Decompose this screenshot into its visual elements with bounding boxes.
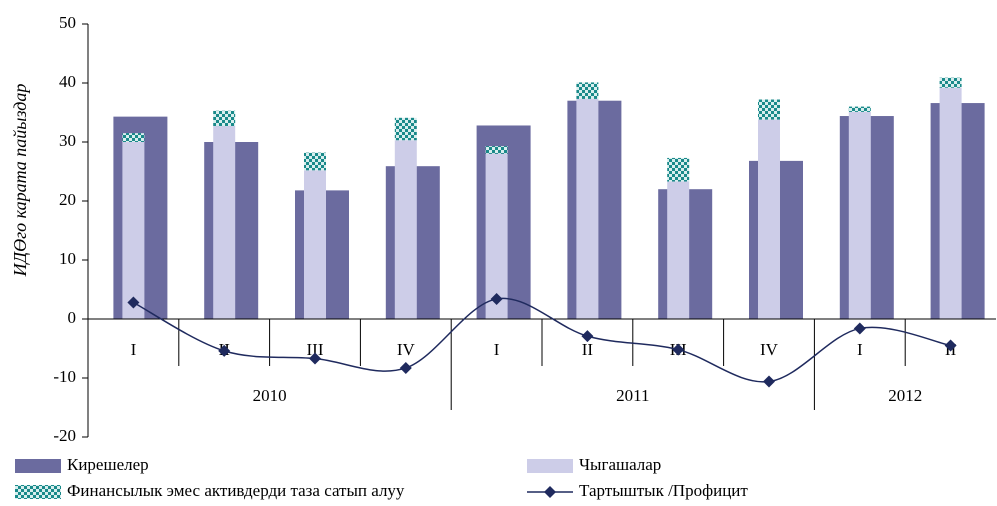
balance-marker (127, 296, 140, 309)
y-tick-label: 20 (59, 190, 76, 209)
legend-label: Кирешелер (67, 455, 149, 474)
expense-bar (304, 170, 326, 319)
expense-bar (576, 98, 599, 320)
quarter-label: I (494, 340, 500, 359)
expense-bar (213, 126, 236, 319)
expense-bar (122, 142, 145, 319)
quarter-label: I (131, 340, 137, 359)
expense-bar (667, 181, 690, 319)
year-label: 2012 (888, 386, 922, 405)
quarter-label: I (857, 340, 863, 359)
quarter-label: III (307, 340, 324, 359)
net-acquisition-segment (848, 106, 871, 112)
quarter-label: IV (397, 340, 416, 359)
legend-swatch (15, 459, 61, 473)
expense-bar (939, 87, 962, 319)
balance-marker (490, 292, 503, 305)
expense-bar (758, 119, 780, 319)
year-label: 2011 (616, 386, 649, 405)
quarter-label: IV (760, 340, 779, 359)
y-tick-label: 30 (59, 131, 76, 150)
legend-marker (544, 486, 556, 498)
net-acquisition-segment (758, 99, 780, 120)
y-tick-label: -20 (53, 426, 76, 445)
expense-bar (485, 153, 508, 319)
year-label: 2010 (253, 386, 287, 405)
legend-label: Тартыштык /Профицит (579, 481, 748, 500)
net-acquisition-segment (304, 152, 326, 171)
net-acquisition-segment (667, 157, 690, 182)
expense-bar (394, 140, 417, 319)
balance-marker (672, 343, 685, 356)
legend-swatch (527, 459, 573, 473)
y-axis-label: ИДӨго карата пайыздар (10, 84, 30, 278)
y-tick-label: -10 (53, 367, 76, 386)
net-acquisition-segment (576, 82, 599, 99)
net-acquisition-segment (213, 110, 236, 127)
balance-marker (944, 339, 957, 352)
expense-bar (848, 111, 871, 319)
y-tick-label: 50 (59, 13, 76, 32)
y-tick-label: 0 (68, 308, 77, 327)
balance-marker (309, 352, 321, 365)
net-acquisition-segment (122, 133, 145, 142)
legend-label: Чыгашалар (579, 455, 661, 474)
net-acquisition-segment (939, 77, 962, 88)
balance-marker (399, 361, 412, 374)
net-acquisition-segment (485, 146, 508, 154)
y-tick-label: 40 (59, 72, 76, 91)
balance-marker (763, 375, 775, 388)
balance-marker (218, 344, 231, 357)
balance-marker (581, 330, 594, 343)
legend-label: Финансылык эмес активдерди таза сатып ал… (67, 481, 405, 500)
balance-line (133, 297, 951, 383)
legend-swatch (15, 485, 61, 499)
net-acquisition-segment (394, 117, 417, 141)
y-tick-label: 10 (59, 249, 76, 268)
quarter-label: II (582, 340, 594, 359)
balance-marker (853, 322, 866, 335)
